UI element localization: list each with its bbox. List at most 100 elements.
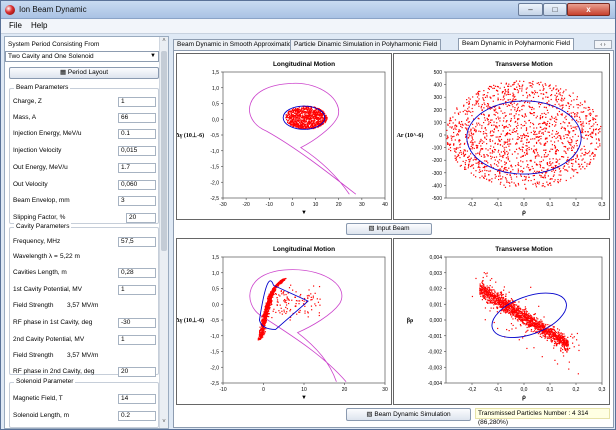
- particle-point: [455, 125, 458, 127]
- particle-point: [489, 300, 491, 302]
- particle-point: [508, 143, 510, 145]
- tab-scroll-arrows[interactable]: ‹ ›: [594, 40, 612, 49]
- beam-param-input[interactable]: 1: [118, 97, 156, 107]
- particle-point: [560, 136, 562, 138]
- particle-point: [324, 112, 326, 115]
- particle-point: [590, 143, 592, 145]
- particle-point: [553, 135, 555, 138]
- beam-param-input[interactable]: 20: [126, 213, 156, 223]
- particle-point: [516, 109, 518, 112]
- particle-point: [548, 162, 551, 164]
- particle-point: [505, 146, 507, 148]
- particle-point: [589, 114, 592, 117]
- particle-point: [571, 168, 573, 170]
- particle-point: [530, 138, 532, 140]
- scroll-thumb[interactable]: [161, 51, 167, 251]
- beam-param-input[interactable]: 0.1: [118, 129, 156, 139]
- particle-point: [586, 115, 588, 117]
- particle-point: [524, 310, 526, 312]
- particle-point: [545, 84, 547, 86]
- scroll-up-icon[interactable]: ˄: [162, 38, 166, 44]
- particle-point: [472, 111, 474, 113]
- x-tick-label: -0,1: [494, 387, 503, 393]
- particle-point: [530, 159, 532, 162]
- cavities-length-input[interactable]: 0,28: [118, 268, 156, 278]
- particle-point: [307, 124, 309, 127]
- particle-point: [294, 123, 296, 125]
- particle-point: [492, 302, 495, 304]
- particle-point: [503, 86, 506, 88]
- particle-point: [523, 319, 526, 321]
- particle-point: [305, 120, 307, 122]
- beam-param-input[interactable]: 3: [118, 196, 156, 206]
- rf-phase2-input[interactable]: 20: [118, 367, 156, 377]
- period-layout-button[interactable]: ▦ Period Layout: [9, 67, 159, 79]
- particle-point: [281, 313, 283, 315]
- particle-point: [556, 101, 558, 103]
- particle-point: [457, 154, 459, 156]
- particle-point: [530, 100, 533, 102]
- scroll-down-icon[interactable]: ˅: [162, 419, 166, 425]
- particle-point: [291, 119, 293, 121]
- particle-point: [474, 141, 476, 143]
- sidebar-scrollbar[interactable]: ˄ ˅: [159, 37, 168, 428]
- particle-point: [513, 128, 515, 130]
- beam-param-input[interactable]: 66: [118, 113, 156, 123]
- particle-point: [304, 112, 306, 114]
- particle-point: [299, 116, 301, 118]
- cavity2-potential-input[interactable]: 1: [118, 335, 156, 345]
- particle-point: [524, 183, 526, 185]
- tab-smooth-approximation[interactable]: Beam Dynamic in Smooth Approximation: [173, 39, 300, 50]
- particle-point: [456, 134, 458, 136]
- tab-particle-simulation[interactable]: Particle Dinamic Simulation in Polyharmo…: [290, 39, 442, 50]
- particle-point: [562, 341, 564, 343]
- particle-point: [539, 333, 542, 335]
- plot-layer: [446, 80, 602, 190]
- particle-point: [303, 122, 305, 124]
- particle-point: [312, 113, 314, 116]
- menu-file[interactable]: File: [9, 21, 22, 30]
- particle-point: [458, 139, 460, 141]
- cavity1-potential-input[interactable]: 1: [118, 285, 156, 295]
- particle-point: [491, 293, 494, 295]
- particle-point: [523, 105, 525, 107]
- beam-param-input[interactable]: 0,015: [118, 146, 156, 156]
- x-tick-label: 20: [336, 202, 342, 208]
- beam-param-input[interactable]: 0,060: [118, 180, 156, 190]
- input-beam-button[interactable]: ▧ Input Beam: [346, 223, 432, 235]
- particle-point: [554, 340, 556, 342]
- particle-point: [510, 165, 512, 167]
- solenoid-length-input[interactable]: 0.2: [118, 411, 156, 421]
- particle-point: [287, 121, 289, 124]
- particle-point: [524, 100, 527, 103]
- menu-help[interactable]: Help: [31, 21, 48, 30]
- particle-point: [538, 131, 540, 133]
- particle-point: [471, 141, 473, 144]
- particle-point: [488, 170, 490, 172]
- particle-point: [475, 126, 477, 128]
- rf-phase1-input[interactable]: -30: [118, 318, 156, 328]
- particle-point: [317, 116, 320, 119]
- particle-point: [563, 97, 566, 99]
- x-axis-label: ▼: [301, 395, 307, 401]
- system-period-select[interactable]: Two Cavity and One Solenoid ▼: [5, 51, 159, 62]
- particle-point: [512, 318, 514, 320]
- frequency-input[interactable]: 57,5: [118, 237, 156, 247]
- particle-point: [478, 98, 480, 100]
- x-tick-label: 10: [313, 202, 319, 208]
- tab-polyharmonic-field[interactable]: Beam Dynamic in Polyharmonic Field: [458, 38, 575, 50]
- maximize-button[interactable]: □: [543, 3, 567, 16]
- particle-point: [483, 287, 485, 289]
- particle-point: [469, 158, 471, 160]
- particle-point: [548, 135, 551, 137]
- minimize-button[interactable]: –: [518, 3, 543, 16]
- particle-point: [504, 89, 506, 91]
- particle-point: [505, 126, 507, 128]
- magnetic-field-input[interactable]: 14: [118, 394, 156, 404]
- particle-point: [534, 182, 536, 185]
- particle-point: [512, 301, 514, 304]
- close-button[interactable]: x: [567, 3, 610, 16]
- beam-param-input[interactable]: 1.7: [118, 163, 156, 173]
- particle-point: [460, 153, 463, 155]
- particle-point: [521, 319, 523, 321]
